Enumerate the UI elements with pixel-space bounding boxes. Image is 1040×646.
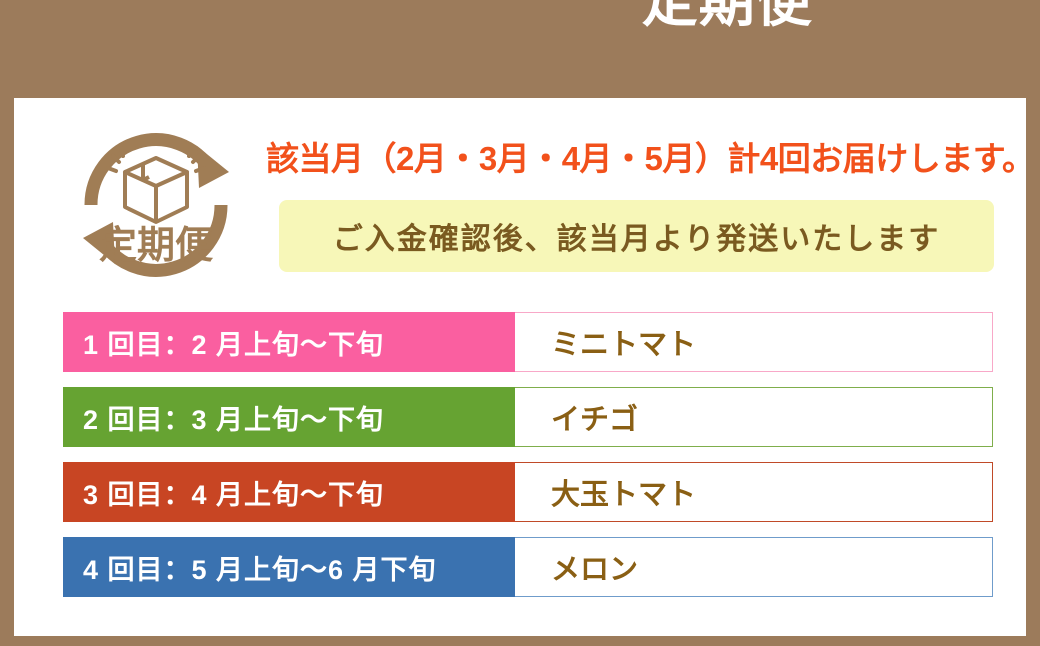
schedule-product-cell-1: ミニトマト [515, 312, 993, 372]
schedule-product-cell-2: イチゴ [515, 387, 993, 447]
table-row: 2 回目：3 月上旬〜下旬 イチゴ [63, 387, 993, 447]
table-row: 3 回目：4 月上旬〜下旬 大玉トマト [63, 462, 993, 522]
schedule-product-text: 大玉トマト [551, 479, 697, 511]
subscription-badge: 定期便 [61, 110, 251, 300]
schedule-product-cell-3: 大玉トマト [515, 462, 993, 522]
poster-header: こちらの返礼品は 定期便 です [0, 0, 1040, 98]
content-panel: 定期便 該当月（2月・3月・4月・5月）計4回お届けします。 ご入金確認後、該当… [14, 98, 1035, 636]
title-emphasis-text: 定期便 [641, 0, 813, 33]
schedule-label-text: 4 回目：5 月上旬〜6 月下旬 [83, 554, 437, 585]
delivery-schedule-table: 1 回目：2 月上旬〜下旬 ミニトマト 2 回目：3 月上旬〜下旬 イチゴ 3 … [63, 312, 993, 597]
schedule-label-cell-4: 4 回目：5 月上旬〜6 月下旬 [63, 537, 515, 597]
package-box-icon [123, 156, 189, 224]
schedule-label-text: 1 回目：2 月上旬〜下旬 [83, 329, 385, 360]
sparkle-icon [106, 146, 206, 173]
schedule-label-cell-3: 3 回目：4 月上旬〜下旬 [63, 462, 515, 522]
title-emphasis: 定期便 [509, 0, 812, 86]
schedule-product-cell-4: メロン [515, 537, 993, 597]
schedule-label-text: 2 回目：3 月上旬〜下旬 [83, 404, 385, 435]
cycle-arrows-icon: 定期便 [83, 133, 229, 277]
schedule-product-text: イチゴ [551, 404, 639, 436]
table-row: 1 回目：2 月上旬〜下旬 ミニトマト [63, 312, 993, 372]
page-title: こちらの返礼品は 定期便 です [131, 0, 908, 98]
schedule-label-text: 3 回目：4 月上旬〜下旬 [83, 479, 385, 510]
schedule-product-text: メロン [551, 554, 639, 586]
payment-notice-box: ご入金確認後、該当月より発送いたします [279, 200, 994, 272]
schedule-label-cell-1: 1 回目：2 月上旬〜下旬 [63, 312, 515, 372]
delivery-count-notice: 該当月（2月・3月・4月・5月）計4回お届けします。 [266, 140, 1035, 177]
table-row: 4 回目：5 月上旬〜6 月下旬 メロン [63, 537, 993, 597]
schedule-product-text: ミニトマト [551, 329, 697, 361]
schedule-label-cell-2: 2 回目：3 月上旬〜下旬 [63, 387, 515, 447]
payment-notice-text: ご入金確認後、該当月より発送いたします [332, 223, 941, 256]
badge-label: 定期便 [99, 225, 214, 267]
